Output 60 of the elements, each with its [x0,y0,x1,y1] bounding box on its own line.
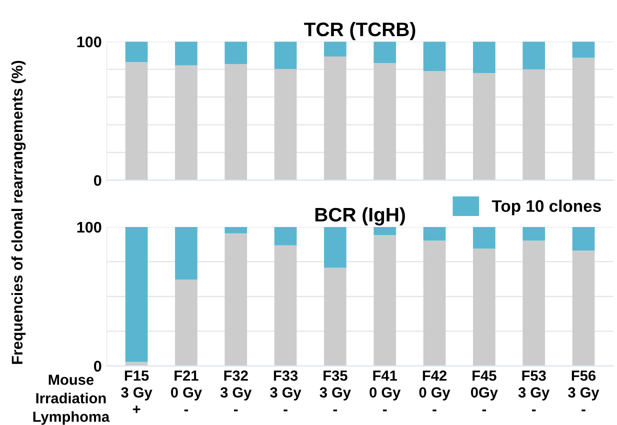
bar [522,240,546,366]
bar [224,42,248,64]
bar [473,72,496,180]
bar [374,235,396,366]
bar [125,42,148,62]
bar [324,268,346,366]
bar [125,62,148,180]
x-tick-label: F35 3 Gy - [320,370,351,412]
x-tick-label: F41 0 Gy - [370,370,401,412]
y-tick-label: 0 [94,360,102,372]
bar [175,226,198,280]
bar [274,68,297,180]
x-tick-label: F42 0 Gy - [419,370,450,412]
text: Irradiation [36,392,106,404]
bar [175,65,198,180]
bar [423,226,446,241]
bar [175,279,198,366]
text: Lymphoma [33,411,110,425]
y-tick-label: 100 [77,222,102,233]
x-tick-label: F32 3 Gy - [220,370,252,412]
bar [224,64,248,180]
y-tick-label: 0 [94,175,102,186]
x-tick-label: F21 0 Gy - [170,370,202,412]
bar [324,226,346,268]
bar [324,42,346,56]
y-axis-title: Frequencies of clonal rearrangements (%) [11,60,26,364]
bar [572,226,595,251]
bar [423,240,446,366]
bar [522,226,546,241]
x-tick-label: F45 0Gy - [470,370,498,412]
bar [423,71,446,180]
bar [374,226,396,236]
x-tick-label: F56 3 Gy - [568,370,600,412]
legend-label: Top 10 clones [492,200,601,216]
chart-title: BCR (IgH) [315,207,405,226]
bar [522,42,546,70]
bar [175,42,198,66]
bar [274,245,297,366]
bar [522,69,546,180]
bar [274,42,297,69]
bar [224,233,248,366]
x-tick-label: F53 3 Gy - [518,370,550,412]
bar [572,42,595,58]
bar [374,62,396,180]
bar [324,56,346,180]
x-tick-label: F15 3 Gy + [121,370,152,414]
x-tick-label: F33 3 Gy - [270,370,302,412]
bar [374,42,396,63]
bar [572,250,595,366]
bar [274,226,297,246]
y-tick-label: 100 [77,36,102,48]
bar [473,248,496,366]
bar [473,226,496,249]
text: Mouse [48,374,94,385]
bar [572,58,595,180]
bar [125,226,148,362]
chart-title: TCR (TCRB) [304,22,416,40]
bar [473,42,496,73]
bar [224,226,248,234]
bar [423,42,446,72]
